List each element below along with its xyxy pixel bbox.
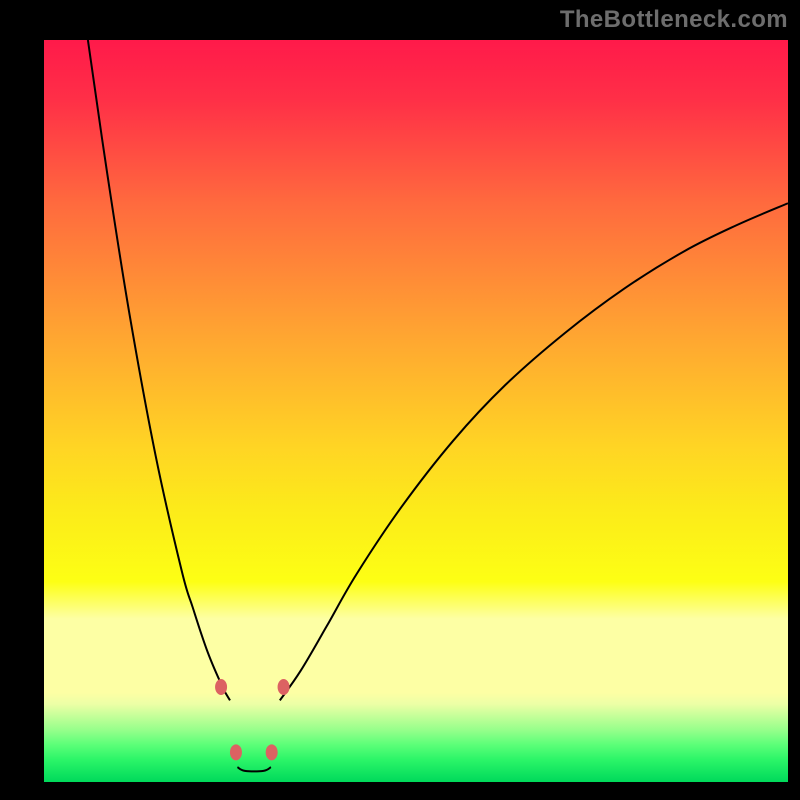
marker-point — [266, 744, 278, 760]
marker-point — [278, 679, 290, 695]
marker-point — [230, 744, 242, 760]
chart-svg-layer — [0, 0, 800, 800]
curve-bottom-flat — [237, 767, 270, 771]
watermark-text: TheBottleneck.com — [560, 6, 788, 34]
marker-point — [215, 679, 227, 695]
curve-right — [280, 203, 788, 700]
curve-left — [88, 40, 230, 700]
